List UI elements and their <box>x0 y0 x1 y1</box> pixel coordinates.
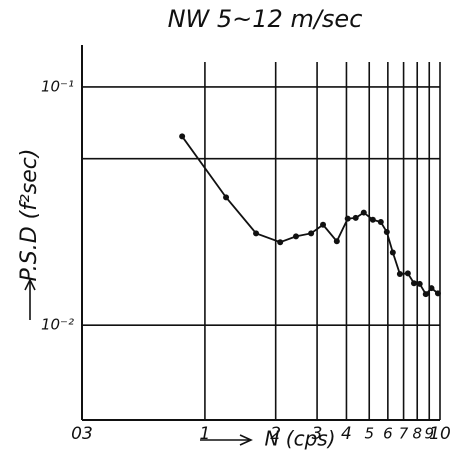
x-tick-label: 7 <box>399 425 409 443</box>
x-axis-label: N (cps) <box>264 427 335 451</box>
y-tick-label: 10⁻¹ <box>41 77 74 95</box>
data-point <box>292 233 299 240</box>
data-point <box>369 216 376 223</box>
x-tick-label: 10 <box>429 424 451 444</box>
data-point <box>308 230 315 237</box>
data-point <box>352 214 359 221</box>
y-tick-label: 10⁻² <box>41 316 74 334</box>
y-axis-label: P.S.D (f²sec) <box>17 149 42 282</box>
data-point <box>344 215 351 222</box>
data-point <box>396 271 403 278</box>
x-tick-label: 3 <box>312 424 323 444</box>
x-tick-label: 5 <box>364 425 374 443</box>
data-point <box>389 249 396 256</box>
x-tick-label: 4 <box>341 424 352 444</box>
data-point <box>253 230 260 237</box>
data-point <box>434 290 441 297</box>
data-point <box>383 229 390 236</box>
x-tick-label: 03 <box>71 424 93 444</box>
data-line <box>181 135 439 296</box>
data-point <box>410 280 417 287</box>
data-point <box>416 280 423 287</box>
data-point <box>422 291 429 298</box>
x-tick-label: 2 <box>270 424 281 444</box>
data-point <box>333 238 340 245</box>
y-arrow <box>24 278 36 320</box>
data-point <box>377 219 384 226</box>
data-point <box>428 285 435 292</box>
x-tick-label: 9 <box>424 425 434 443</box>
data-point <box>360 209 367 216</box>
x-tick-label: 8 <box>412 425 422 443</box>
data-point <box>320 221 327 228</box>
data-point <box>179 133 186 140</box>
x-tick-label: 6 <box>383 425 393 443</box>
x-tick-label: 1 <box>200 424 211 444</box>
data-point <box>277 239 284 246</box>
chart-title: NW 5~12 m/sec <box>168 5 363 33</box>
data-point <box>404 270 411 277</box>
data-point <box>223 194 230 201</box>
x-arrow <box>200 434 253 446</box>
